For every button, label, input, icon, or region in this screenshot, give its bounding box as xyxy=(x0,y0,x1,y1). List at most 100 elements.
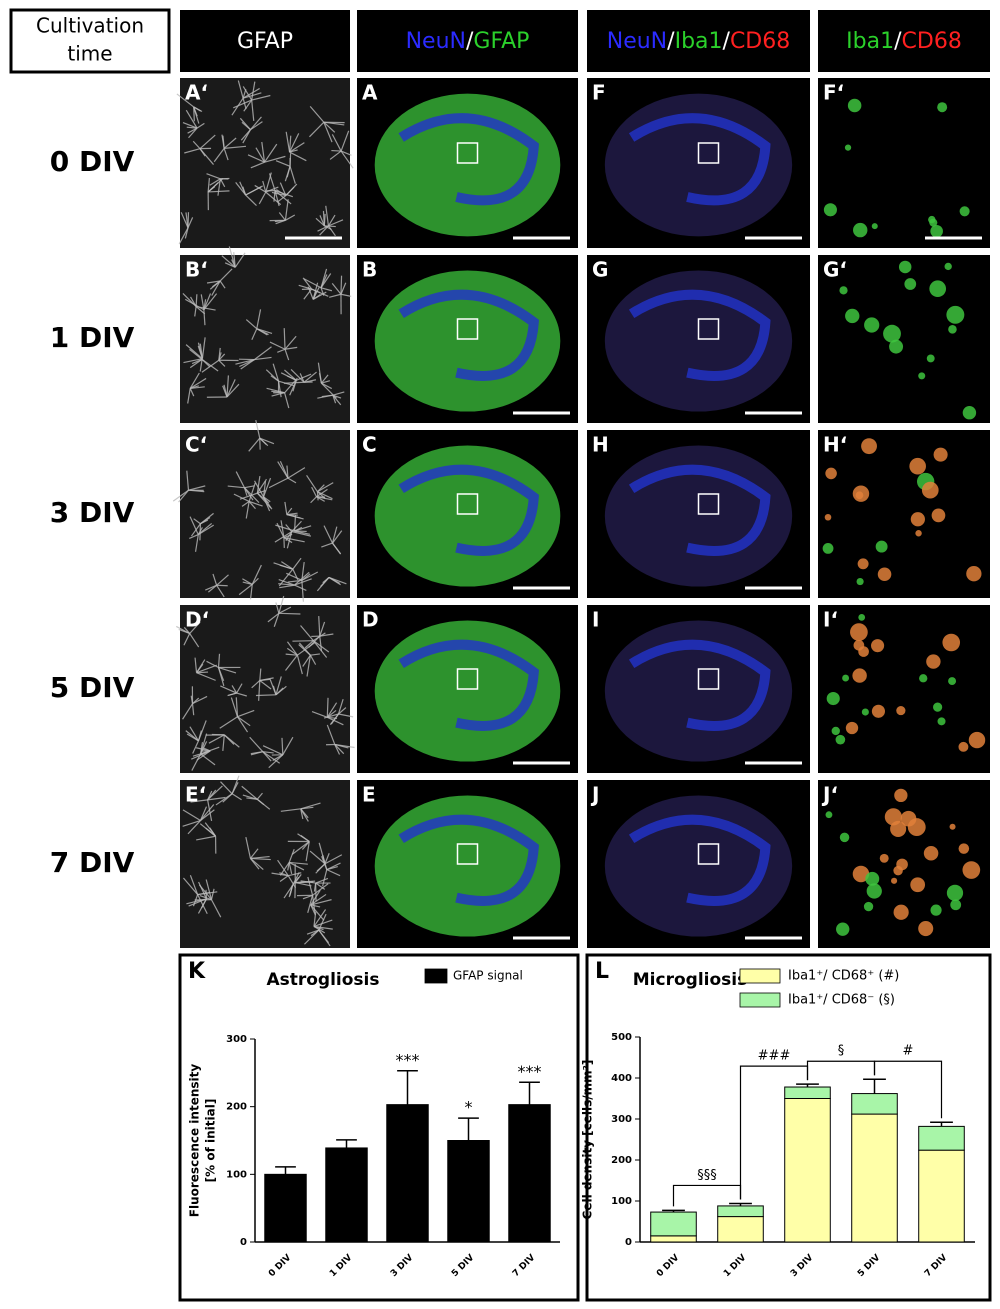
astrocyte-process xyxy=(207,178,210,192)
astrocyte-process xyxy=(176,93,195,108)
panel-letter: D xyxy=(362,608,379,632)
cell xyxy=(852,865,870,883)
astrocyte-process xyxy=(192,140,201,150)
astrocyte-process xyxy=(187,388,191,404)
astrocyte-process xyxy=(223,148,229,161)
astrocyte-process xyxy=(240,359,255,370)
panel-letter: F xyxy=(592,81,606,105)
astrocyte-process xyxy=(326,869,341,877)
astrocyte-process xyxy=(294,525,312,532)
astrocyte-process xyxy=(288,135,292,153)
astrocyte-process xyxy=(326,697,329,718)
astrocyte-process xyxy=(192,697,200,705)
astrocyte-process xyxy=(193,106,195,122)
astrocyte-process xyxy=(317,491,333,500)
astrocyte-process xyxy=(312,291,327,300)
comparison-label: §§§ xyxy=(697,1168,717,1183)
astrocyte-process xyxy=(340,150,352,156)
column-header-bg xyxy=(357,10,578,72)
chart-title: Astrogliosis xyxy=(266,970,379,990)
comparison-label: # xyxy=(903,1044,914,1059)
astrocyte-process xyxy=(235,697,239,717)
astrocyte-process xyxy=(329,713,339,725)
astrocyte-process xyxy=(262,751,281,764)
astrocyte-process xyxy=(196,663,204,674)
astrocyte-process xyxy=(211,280,221,288)
astrocyte-process xyxy=(217,667,225,687)
cell xyxy=(926,354,935,363)
astrocyte-process xyxy=(288,872,302,877)
y-tick-label: 400 xyxy=(611,1073,632,1084)
astrocyte-process xyxy=(217,178,221,196)
astrocyte-process xyxy=(319,621,326,637)
astrocyte-process xyxy=(220,781,233,795)
astrocyte-process xyxy=(216,584,225,598)
astrocyte-process xyxy=(192,695,208,705)
astrocyte-process xyxy=(207,182,219,193)
micrograph xyxy=(818,78,990,248)
astrocyte-process xyxy=(242,86,253,101)
astrocyte-process xyxy=(310,904,321,908)
astrocyte-process xyxy=(315,877,329,884)
cell xyxy=(835,734,846,745)
astrocyte-process xyxy=(296,373,312,381)
astrocyte-process xyxy=(262,745,284,756)
astrocyte-process xyxy=(286,641,298,656)
astrocyte-process xyxy=(284,199,289,221)
astrocyte-process xyxy=(182,819,201,827)
astrocyte-process xyxy=(279,875,289,882)
astrocyte-process xyxy=(195,294,198,307)
panel-letter: B xyxy=(362,258,377,282)
panel-letter: I‘ xyxy=(823,608,838,632)
astrocyte-process xyxy=(284,346,298,350)
astrocyte-process xyxy=(239,492,258,500)
astrocyte-process xyxy=(188,485,206,491)
cell xyxy=(845,308,860,324)
astrocyte-process xyxy=(256,309,262,329)
neuron-layer xyxy=(398,464,539,556)
cell xyxy=(946,305,965,324)
bar xyxy=(386,1104,429,1243)
astrocyte-process xyxy=(319,215,325,227)
astrocyte-process xyxy=(209,178,221,186)
cell xyxy=(889,339,904,354)
panel-letter: K xyxy=(188,959,206,984)
astrocyte-process xyxy=(265,369,279,382)
cell xyxy=(923,846,939,861)
inset-box xyxy=(697,843,720,865)
astrocyte-process xyxy=(309,105,325,123)
cell xyxy=(933,447,948,462)
astrocyte-process xyxy=(321,856,328,870)
astrocyte-process xyxy=(313,632,326,642)
cell xyxy=(825,467,837,480)
cell xyxy=(861,708,869,716)
astrocyte-process xyxy=(289,142,305,153)
bar xyxy=(717,1205,764,1218)
astrocyte-process xyxy=(268,173,276,191)
astrocyte-process xyxy=(282,736,294,756)
astrocyte-process xyxy=(218,666,237,674)
chart-title: Microgliosis xyxy=(633,970,747,990)
astrocyte-process xyxy=(172,489,189,502)
cell xyxy=(909,457,926,475)
cell xyxy=(890,820,907,837)
cell xyxy=(822,542,834,554)
header-part: GFAP xyxy=(237,29,293,54)
astrocyte-process xyxy=(291,841,310,855)
astrocyte-process xyxy=(294,584,307,591)
astrocyte-process xyxy=(288,861,305,871)
astrocyte-process xyxy=(245,319,258,330)
corner-box xyxy=(9,8,171,74)
astrocyte-process xyxy=(200,809,215,822)
inset-box xyxy=(456,493,479,515)
astrocyte-process xyxy=(256,475,261,494)
astrocyte-process xyxy=(224,145,247,149)
astrocyte-process xyxy=(285,524,293,532)
y-tick-label: 200 xyxy=(611,1155,632,1166)
astrocyte-process xyxy=(256,328,269,336)
astrocyte-process xyxy=(190,799,208,803)
astrocyte-process xyxy=(200,804,215,821)
astrocyte-process xyxy=(207,584,218,593)
astrocyte-process xyxy=(186,470,190,491)
astrocyte-process xyxy=(284,335,297,350)
